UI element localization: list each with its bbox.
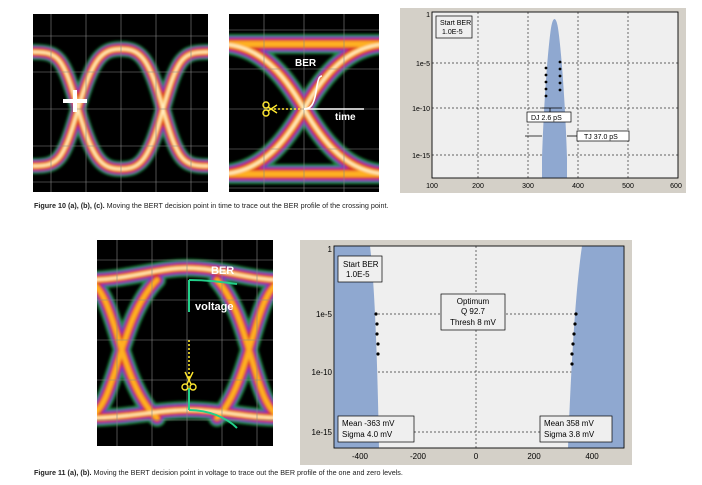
- ber-curve-fill-left: [334, 246, 379, 448]
- svg-text:Optimum: Optimum: [457, 297, 490, 306]
- x-tick-label: -400: [352, 452, 369, 461]
- dj-label-box: DJ 2.6 pS: [526, 111, 572, 123]
- ber-voltage-curves: [188, 279, 238, 429]
- voltage-label: voltage: [195, 301, 234, 313]
- scissors-icon: [181, 371, 197, 391]
- gridlines: [432, 12, 678, 178]
- left-stats-box: Mean -363 mV Sigma 4.0 mV: [337, 415, 415, 443]
- svg-text:Mean 358 mV: Mean 358 mV: [544, 419, 594, 428]
- y-tick-label: 1e-15: [312, 428, 333, 437]
- svg-text:Mean -363 mV: Mean -363 mV: [342, 419, 395, 428]
- time-label: time: [335, 112, 356, 123]
- decision-point-cross-icon: [63, 90, 87, 112]
- x-tick-label: 200: [527, 452, 541, 461]
- figure11-caption: Figure 11 (a), (b). Moving the BERT deci…: [34, 468, 403, 477]
- svg-text:Q 92.7: Q 92.7: [461, 307, 486, 316]
- right-stats-box: Mean 358 mV Sigma 3.8 mV: [539, 415, 613, 443]
- ber-label: BER: [211, 265, 234, 277]
- x-tick-label: 100: [426, 183, 438, 190]
- fig11b-ber-chart: Start BER 1.0E-5 Optimum Q 92.7 Thresh 8…: [300, 240, 632, 465]
- svg-text:1.0E-5: 1.0E-5: [346, 270, 370, 279]
- fig10b-crossing-zoom: BER time: [229, 14, 379, 192]
- x-tick-label: 0: [474, 452, 479, 461]
- y-tick-label: 1: [328, 245, 333, 254]
- figure10-caption: Figure 10 (a), (b), (c). Moving the BERT…: [34, 201, 389, 210]
- tj-label-box: TJ 37.0 pS: [576, 130, 630, 142]
- ber-label: BER: [295, 58, 317, 69]
- fig10a-eye-diagram: [33, 14, 208, 192]
- start-ber-box: Start BER 1.0E-5: [337, 255, 383, 283]
- svg-text:Start BER: Start BER: [440, 20, 471, 27]
- y-tick-label: 1e-15: [412, 153, 430, 160]
- svg-text:DJ 2.6 pS: DJ 2.6 pS: [531, 115, 562, 122]
- svg-text:TJ 37.0 pS: TJ 37.0 pS: [584, 134, 618, 141]
- y-tick-label: 1: [426, 12, 430, 19]
- fig11a-eye-diagram: BER voltage: [97, 240, 273, 446]
- start-ber-box: Start BER 1.0E-5: [435, 15, 473, 39]
- svg-text:Start BER: Start BER: [343, 260, 379, 269]
- scissors-icon: [262, 101, 278, 117]
- optimum-box: Optimum Q 92.7 Thresh 8 mV: [440, 293, 506, 331]
- y-tick-label: 1e-10: [412, 106, 430, 113]
- svg-text:Sigma 3.8 mV: Sigma 3.8 mV: [544, 430, 595, 439]
- ber-curve-fill: [542, 19, 567, 178]
- ber-measurement-dots: [544, 60, 562, 98]
- x-tick-label: 400: [585, 452, 599, 461]
- svg-text:1.0E-5: 1.0E-5: [442, 29, 463, 36]
- x-tick-label: 400: [572, 183, 584, 190]
- y-tick-label: 1e-10: [312, 368, 333, 377]
- svg-text:Thresh 8 mV: Thresh 8 mV: [450, 318, 496, 327]
- ber-measurement-dots: [374, 312, 578, 366]
- ber-curve-fill-right: [568, 246, 624, 448]
- x-tick-label: 300: [522, 183, 534, 190]
- x-tick-label: 500: [622, 183, 634, 190]
- fig10c-ber-chart: Start BER 1.0E-5 DJ 2.6 pS TJ 37.0 pS 1 …: [400, 8, 686, 193]
- svg-text:Sigma 4.0 mV: Sigma 4.0 mV: [342, 430, 393, 439]
- y-tick-label: 1e-5: [316, 310, 333, 319]
- x-tick-label: 200: [472, 183, 484, 190]
- y-tick-label: 1e-5: [416, 61, 430, 68]
- x-tick-label: -200: [410, 452, 427, 461]
- ber-time-axes: [303, 75, 364, 110]
- x-tick-label: 600: [670, 183, 682, 190]
